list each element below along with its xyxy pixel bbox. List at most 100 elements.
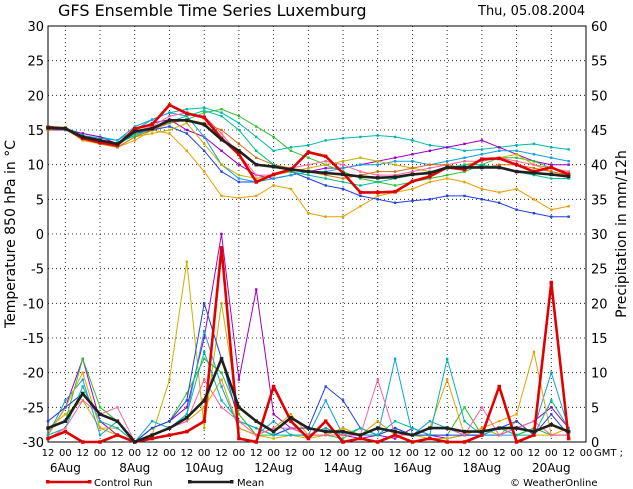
temp-point	[324, 215, 327, 218]
temp-point	[567, 160, 570, 163]
precip-point	[480, 406, 484, 409]
temp-point	[480, 148, 484, 151]
temp-point	[115, 142, 120, 146]
temp-point	[375, 190, 380, 195]
temp-point	[393, 160, 397, 163]
temp-point	[237, 149, 241, 153]
x-tick-label: 12	[562, 448, 575, 459]
legend-control-marker-1	[46, 480, 50, 484]
precip-point	[168, 420, 171, 423]
y-left-tick-label: 15	[27, 124, 44, 139]
temp-point	[324, 184, 327, 187]
temp-point	[411, 160, 414, 163]
temp-point	[428, 171, 432, 175]
y-axis-label-right: Precipitation in mm/12h	[614, 150, 630, 318]
temp-point	[445, 163, 449, 166]
x-tick-label: 12	[319, 448, 332, 459]
temp-point	[237, 121, 241, 125]
temp-point	[411, 153, 414, 156]
temp-point	[514, 162, 519, 167]
precip-point	[428, 433, 432, 437]
temp-point	[168, 111, 171, 114]
precip-point	[289, 426, 293, 430]
precip-point	[271, 384, 276, 389]
temp-point	[463, 180, 466, 184]
precip-point	[463, 406, 466, 409]
precip-point	[115, 419, 120, 423]
x-date-label: 14Aug	[324, 461, 363, 475]
precip-point	[167, 433, 172, 437]
precip-point	[393, 433, 397, 437]
temp-point	[220, 132, 223, 135]
precip-point	[550, 371, 553, 374]
precip-point	[150, 426, 154, 430]
precip-point	[272, 420, 275, 423]
temp-point	[480, 187, 484, 191]
temp-point	[375, 176, 380, 180]
temp-point	[393, 201, 397, 204]
temp-point	[81, 139, 84, 142]
precip-point	[358, 433, 363, 437]
x-tick-label: 00	[545, 448, 558, 459]
precip-point	[445, 437, 449, 440]
precip-point	[98, 426, 102, 430]
precip-point	[445, 433, 449, 437]
precip-point	[393, 420, 397, 423]
x-date-label: 12Aug	[254, 461, 293, 475]
temp-point	[81, 132, 84, 135]
x-date-label: 16Aug	[393, 461, 432, 475]
precip-point	[515, 420, 518, 423]
temp-point	[463, 163, 466, 166]
precip-point	[202, 419, 206, 423]
y-right-tick-label: 25	[591, 263, 608, 278]
temp-point	[410, 172, 415, 177]
temp-point	[254, 180, 259, 184]
x-tick-label: 00	[302, 448, 315, 459]
precip-point	[532, 433, 536, 437]
temp-point	[289, 173, 293, 177]
precip-point	[376, 420, 379, 423]
temp-point	[307, 177, 310, 180]
x-tick-label: 12	[180, 448, 193, 459]
precip-point	[185, 399, 189, 402]
precip-point	[168, 378, 171, 381]
precip-point	[133, 440, 137, 444]
y-right-tick-label: 40	[591, 159, 608, 174]
temp-point	[220, 114, 223, 118]
temp-point	[532, 153, 536, 156]
precip-point	[202, 378, 206, 381]
temp-point	[498, 201, 501, 204]
temp-point	[307, 163, 310, 166]
temp-point	[133, 132, 136, 135]
x-date-label: 6Aug	[50, 461, 81, 475]
temp-point	[255, 149, 258, 152]
precip-point	[566, 429, 571, 434]
temp-point	[202, 149, 206, 152]
precip-point	[220, 406, 223, 409]
precip-point	[428, 426, 432, 430]
temp-point	[341, 215, 345, 218]
temp-point	[376, 198, 379, 201]
temp-point	[359, 184, 362, 187]
temp-point	[323, 154, 328, 159]
temp-point	[550, 146, 553, 149]
precip-point	[220, 385, 223, 388]
y-right-tick-label: 60	[591, 20, 608, 35]
precip-point	[324, 399, 327, 402]
temp-point	[133, 139, 136, 142]
precip-point	[393, 357, 397, 360]
temp-point	[306, 169, 311, 174]
temp-point	[46, 128, 50, 132]
precip-point	[289, 433, 293, 437]
precip-point	[272, 413, 275, 416]
precip-point	[81, 399, 84, 402]
temp-point	[255, 173, 258, 177]
legend-mean-label: Mean	[237, 478, 264, 489]
x-tick-label: 00	[476, 448, 489, 459]
precip-point	[220, 371, 223, 374]
temp-point	[220, 163, 223, 166]
temp-point	[341, 172, 345, 177]
precip-point	[272, 433, 275, 437]
temp-point	[185, 149, 189, 152]
temp-point	[341, 160, 345, 163]
